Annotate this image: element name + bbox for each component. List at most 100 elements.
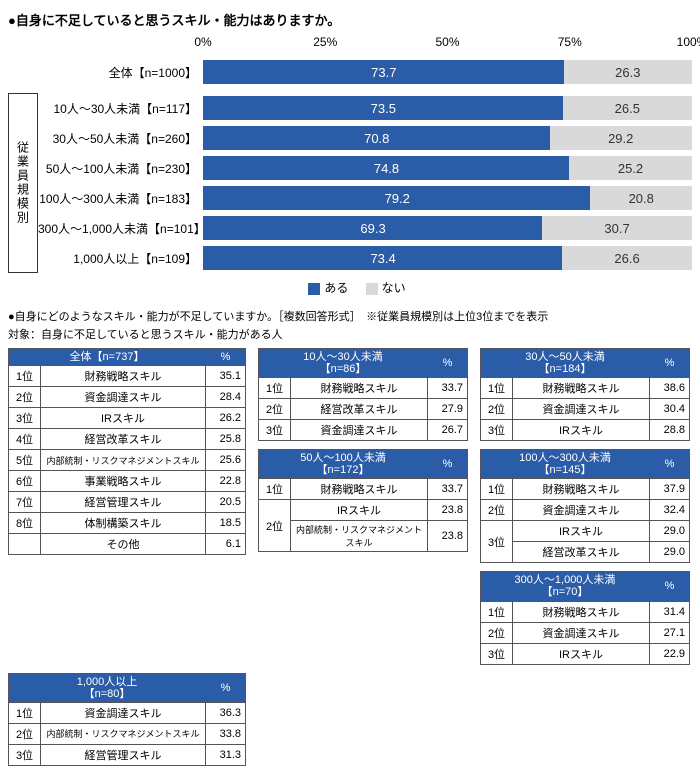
bar-segment-yes: 74.8 [204,156,569,180]
skill-cell: 資金調達スキル [41,387,206,408]
rank-cell: 1位 [481,601,513,622]
rank-cell: 3位 [481,643,513,664]
table-row: 2位経営改革スキル27.9 [259,399,468,420]
chart-legend: ある ない [8,279,692,296]
table-pct-header: % [650,349,690,378]
ranking-table: 30人～50人未満 【n=184】%1位財務戦略スキル38.62位資金調達スキル… [480,348,690,441]
table-row: 1位財務戦略スキル37.9 [481,479,690,500]
table-pct-header: % [206,349,246,366]
rank-cell: 2位 [481,399,513,420]
table-row: 3位経営管理スキル31.3 [9,744,246,765]
skill-cell: 財務戦略スキル [41,366,206,387]
table-row: 1位財務戦略スキル33.7 [259,378,468,399]
bar-track: 73.726.3 [203,60,692,84]
pct-cell: 30.4 [650,399,690,420]
skill-cell: 経営管理スキル [41,492,206,513]
skill-cell: 事業戦略スキル [41,471,206,492]
table-row: 1位財務戦略スキル35.1 [9,366,246,387]
skill-cell: 経営管理スキル [41,744,206,765]
ranking-table: 10人～30人未満 【n=86】%1位財務戦略スキル33.72位経営改革スキル2… [258,348,468,441]
bar-segment-no: 29.2 [550,126,692,150]
pct-cell: 31.3 [206,744,246,765]
bar-row-label: 300人～1,000人未満【n=101】 [38,220,203,237]
table-row: 8位体制構築スキル18.5 [9,513,246,534]
rank-cell: 1位 [259,479,291,500]
table-row: 内部統制・リスクマネジメントスキル23.8 [259,521,468,552]
ranking-table: 300人～1,000人未満 【n=70】%1位財務戦略スキル31.42位資金調達… [480,571,690,664]
rank-cell: 1位 [481,378,513,399]
rank-cell: 2位 [259,399,291,420]
table-pct-header: % [650,450,690,479]
table-row: 1位資金調達スキル36.3 [9,702,246,723]
skill-cell: 財務戦略スキル [291,378,428,399]
rank-cell: 2位 [9,723,41,744]
skill-cell: 資金調達スキル [291,420,428,441]
bar-track: 69.330.7 [203,216,692,240]
bar-track: 73.426.6 [203,246,692,270]
pct-cell: 23.8 [428,500,468,521]
table-row: 3位IRスキル28.8 [481,420,690,441]
rank-cell: 3位 [9,408,41,429]
table-row: 1位財務戦略スキル38.6 [481,378,690,399]
pct-cell: 38.6 [650,378,690,399]
pct-cell: 31.4 [650,601,690,622]
rank-cell: 3位 [9,744,41,765]
table-header: 100人～300人未満 【n=145】 [481,450,650,479]
table-row: 3位IRスキル22.9 [481,643,690,664]
rank-cell: 3位 [259,420,291,441]
ranking-table: 全体【n=737】%1位財務戦略スキル35.12位資金調達スキル28.43位IR… [8,348,246,555]
bar-row: 300人～1,000人未満【n=101】69.330.7 [38,213,692,243]
pct-cell: 26.2 [206,408,246,429]
tables-target-note: 対象：自身に不足していると思うスキル・能力がある人 [8,326,692,342]
rank-cell: 7位 [9,492,41,513]
skill-cell: 経営改革スキル [291,399,428,420]
table-row: 2位IRスキル23.8 [259,500,468,521]
pct-cell: 27.9 [428,399,468,420]
skill-cell: IRスキル [513,521,650,542]
bar-segment-no: 26.3 [564,60,692,84]
bar-segment-yes: 69.3 [204,216,542,240]
pct-cell: 33.7 [428,479,468,500]
skill-cell: IRスキル [513,420,650,441]
skill-cell: 体制構築スキル [41,513,206,534]
table-row: 3位IRスキル29.0 [481,521,690,542]
table-pct-header: % [428,349,468,378]
pct-cell: 32.4 [650,500,690,521]
table-header: 10人～30人未満 【n=86】 [259,349,428,378]
skill-cell: 資金調達スキル [513,500,650,521]
skill-cell: IRスキル [513,643,650,664]
bar-row: 100人～300人未満【n=183】79.220.8 [38,183,692,213]
skill-cell: 経営改革スキル [513,542,650,563]
bar-row-label: 50人～100人未満【n=230】 [38,160,203,177]
legend-swatch-no [366,283,378,295]
bar-track: 74.825.2 [203,156,692,180]
bar-row-label: 30人～50人未満【n=260】 [38,130,203,147]
skill-cell: 財務戦略スキル [513,479,650,500]
bar-row: 全体【n=1000】73.726.3 [38,55,692,89]
pct-cell: 25.8 [206,429,246,450]
bar-row: 10人～30人未満【n=117】73.526.5 [38,93,692,123]
group-label: 従業員規模別 [15,141,32,225]
table-pct-header: % [428,450,468,479]
pct-cell: 29.0 [650,542,690,563]
table-row: 4位経営改革スキル25.8 [9,429,246,450]
table-row: 1位財務戦略スキル33.7 [259,479,468,500]
pct-cell: 18.5 [206,513,246,534]
rank-cell: 3位 [481,420,513,441]
bar-row-label: 1,000人以上【n=109】 [38,250,203,267]
rank-cell: 3位 [481,521,513,563]
ranking-tables: 全体【n=737】%1位財務戦略スキル35.12位資金調達スキル28.43位IR… [8,348,692,766]
bar-track: 70.829.2 [203,126,692,150]
table-row: 2位資金調達スキル27.1 [481,622,690,643]
rank-cell: 6位 [9,471,41,492]
legend-label-yes: ある [324,281,348,295]
skill-cell: 財務戦略スキル [291,479,428,500]
bar-segment-yes: 73.4 [204,246,562,270]
rank-cell: 2位 [481,500,513,521]
axis-tick: 50% [435,35,459,49]
bar-segment-no: 30.7 [542,216,692,240]
rank-cell: 2位 [9,387,41,408]
skill-cell: 財務戦略スキル [513,378,650,399]
ranking-table: 1,000人以上 【n=80】%1位資金調達スキル36.32位内部統制・リスクマ… [8,673,246,766]
table-header: 全体【n=737】 [9,349,206,366]
